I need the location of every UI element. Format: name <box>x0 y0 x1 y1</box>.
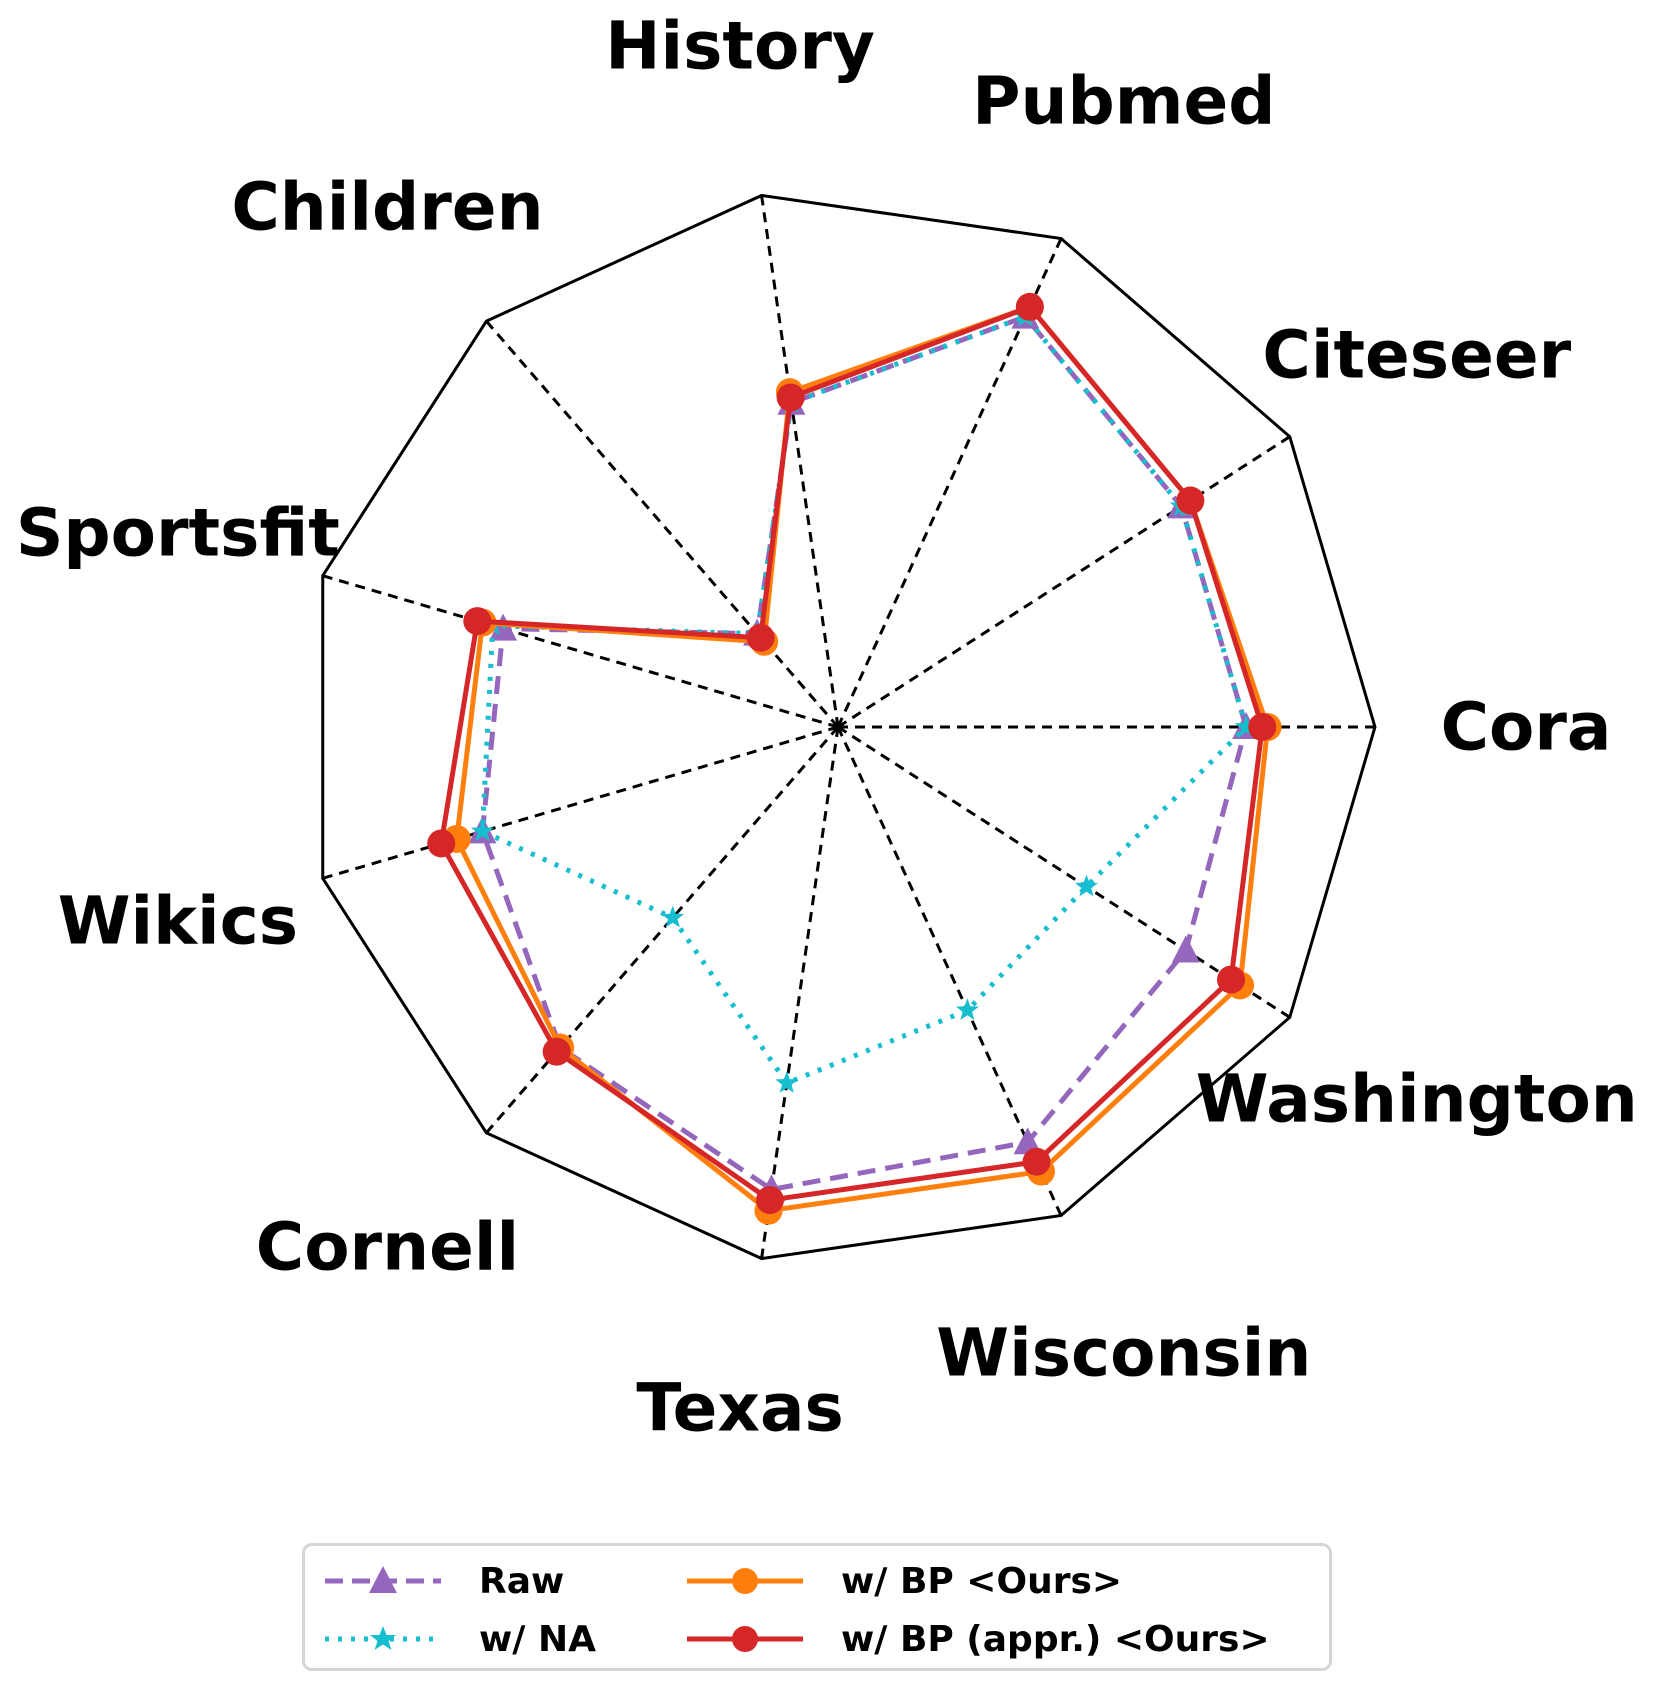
point-w-bp-appr-ours-wisconsin <box>1022 1147 1051 1176</box>
point-w-bp-appr-ours-citeseer <box>1176 486 1205 515</box>
legend-label-bp: w/ BP <Ours> <box>841 1560 1123 1602</box>
legend-label-na: w/ NA <box>479 1618 596 1660</box>
axis-label-cornell: Cornell <box>256 1208 519 1285</box>
axis-label-pubmed: Pubmed <box>972 63 1275 140</box>
axis-label-citeseer: Citeseer <box>1262 317 1571 394</box>
radar-center <box>834 723 842 731</box>
point-raw-wisconsin <box>1013 1127 1042 1155</box>
spoke-texas <box>760 726 840 1259</box>
point-w-na-wisconsin <box>956 998 979 1020</box>
point-w-bp-appr-ours-wikics <box>427 829 456 858</box>
point-w-na-wikics <box>471 819 494 842</box>
radar-frame <box>321 193 1377 1261</box>
spoke-washington <box>837 725 1291 1019</box>
legend-label-raw: Raw <box>479 1560 565 1602</box>
point-w-bp-appr-ours-texas <box>755 1186 784 1215</box>
point-w-bp-appr-ours-washington <box>1217 965 1246 994</box>
point-w-na-washington <box>1075 874 1098 897</box>
spoke-wisconsin <box>836 726 1063 1217</box>
point-w-bp-appr-ours-sportsfit <box>463 607 492 636</box>
axis-label-children: Children <box>231 169 543 246</box>
series-line-raw <box>479 314 1249 1192</box>
legend-marker-bp-appr <box>687 1626 803 1652</box>
point-w-na-texas <box>775 1071 799 1093</box>
spoke-cornell <box>485 726 840 1134</box>
legend-item-na: w/ NA <box>321 1614 596 1664</box>
point-w-bp-appr-ours-cora <box>1248 713 1277 741</box>
series-line-w-bp-ours <box>454 304 1271 1214</box>
legend: Raw w/ NA w/ BP <Ours> w/ BP (appr.) <Ou… <box>302 1543 1332 1671</box>
point-w-na-cora <box>1234 715 1258 737</box>
point-raw-washington <box>1171 935 1200 963</box>
legend-marker-raw <box>325 1566 441 1593</box>
legend-item-bp-appr: w/ BP (appr.) <Ours> <box>683 1614 1270 1664</box>
spoke-children <box>485 320 840 728</box>
legend-marker-bp <box>687 1568 803 1594</box>
point-w-na-cornell <box>661 905 685 928</box>
radar-chart: Cora Citeseer Pubmed History Children Sportsf… <box>16 8 1638 1447</box>
spoke-wikics <box>322 725 839 880</box>
spoke-citeseer <box>837 435 1291 729</box>
legend-marker-na <box>325 1626 441 1650</box>
axis-label-wisconsin: Wisconsin <box>936 1314 1311 1391</box>
axis-label-history: History <box>605 8 875 85</box>
series-line-w-bp-appr-ours <box>438 304 1265 1203</box>
axis-label-texas: Texas <box>636 1369 843 1446</box>
spoke-sportsfit <box>322 574 839 729</box>
axis-label-cora: Cora <box>1441 689 1612 766</box>
legend-label-bp-appr: w/ BP (appr.) <Ours> <box>841 1618 1270 1660</box>
axis-label-sportsfit: Sportsfit <box>16 495 340 572</box>
axis-label-wikics: Wikics <box>58 882 298 959</box>
axis-label-washington: Washington <box>1196 1060 1638 1137</box>
spoke-history <box>760 195 840 728</box>
legend-item-bp: w/ BP <Ours> <box>683 1556 1122 1606</box>
point-w-bp-appr-ours-pubmed <box>1015 292 1044 321</box>
point-w-bp-appr-ours-cornell <box>542 1037 571 1066</box>
legend-item-raw: Raw <box>321 1556 564 1606</box>
point-w-bp-appr-ours-history <box>776 383 805 412</box>
point-w-bp-appr-ours-children <box>746 623 775 652</box>
